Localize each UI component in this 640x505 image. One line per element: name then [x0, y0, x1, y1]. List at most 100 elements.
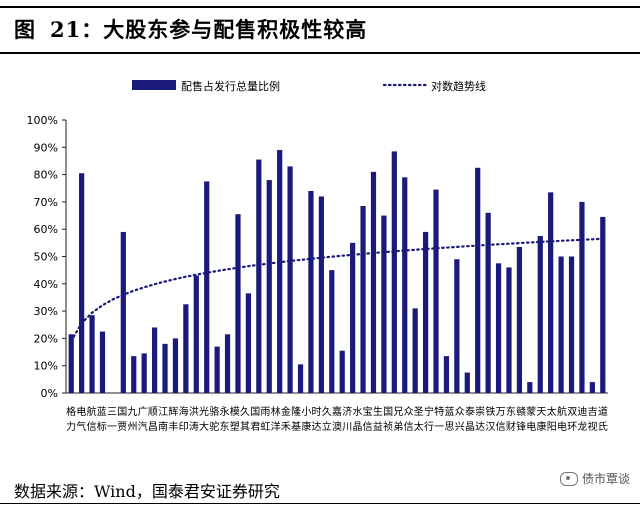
x-tick-label: 特 [434, 406, 444, 418]
x-tick-label: 视 [588, 420, 598, 433]
x-axis-labels: 格力电气航信蓝标三一国贾九州广汽顺昌江南辉丰海印洪涛光大骆驼永东模塑久其国君雨虹… [66, 405, 608, 433]
x-tick-label: 海 [179, 405, 189, 418]
x-tick-label: 国 [383, 406, 393, 418]
x-tick-label: 环 [567, 422, 577, 433]
bar [589, 382, 595, 393]
x-tick-label: 众 [404, 406, 414, 418]
x-tick-label: 电 [526, 420, 536, 433]
x-tick-label: 模 [230, 406, 240, 418]
bar [350, 242, 356, 393]
x-tick-label: 康 [537, 420, 547, 433]
bar [391, 151, 397, 393]
x-tick-label: 康 [301, 420, 311, 433]
bar [433, 189, 439, 393]
bar [475, 167, 481, 393]
bar [141, 353, 147, 393]
bar [329, 270, 335, 393]
bar [297, 364, 304, 393]
x-tick-label: 嘉 [332, 405, 342, 418]
x-tick-label: 一 [107, 422, 117, 433]
bar [224, 334, 231, 393]
x-tick-label: 氏 [598, 421, 608, 433]
bar [172, 338, 179, 393]
x-tick-label: 晶 [465, 421, 475, 433]
bar [183, 304, 189, 393]
figure-number: 21： [50, 17, 104, 42]
bar [339, 350, 345, 393]
figure-title-text: 大股东参与配售积极性较高 [103, 17, 368, 42]
y-tick-label: 100% [27, 114, 58, 127]
x-tick-label: 信 [496, 421, 506, 433]
y-tick-label: 30% [34, 305, 58, 318]
bar [318, 196, 324, 393]
bar-series [68, 150, 606, 393]
x-tick-label: 江 [158, 406, 168, 418]
y-tick-label: 60% [34, 223, 58, 236]
y-tick-label: 40% [34, 278, 58, 291]
legend: 配售占发行总量比例 对数趋势线 [132, 79, 486, 93]
x-tick-label: 吉 [588, 406, 598, 418]
y-tick-label: 50% [34, 251, 58, 264]
bar [151, 327, 158, 393]
legend-trend-label: 对数趋势线 [431, 79, 486, 93]
x-tick-label: 天 [537, 407, 547, 418]
x-tick-label: 宝 [363, 405, 373, 418]
x-tick-label: 兴 [455, 421, 465, 433]
x-tick-label: 辉 [168, 406, 178, 418]
x-tick-label: 赣 [516, 405, 526, 418]
y-tick-label: 20% [34, 332, 58, 345]
x-tick-label: 隆 [291, 405, 301, 418]
x-tick-label: 迪 [577, 406, 587, 418]
x-tick-label: 晶 [352, 421, 362, 433]
legend-bar-label: 配售占发行总量比例 [181, 79, 280, 93]
x-tick-label: 顺 [148, 406, 158, 418]
x-tick-label: 众 [455, 406, 465, 418]
bar [266, 180, 272, 393]
trend-line [70, 237, 604, 343]
bar [506, 267, 512, 393]
bar [402, 177, 408, 393]
x-tick-label: 广 [138, 406, 148, 418]
bar [548, 192, 554, 393]
x-tick-label: 虹 [260, 421, 270, 433]
x-tick-label: 永 [220, 405, 230, 418]
x-tick-label: 万 [496, 407, 506, 418]
x-tick-label: 丰 [168, 420, 178, 433]
x-tick-label: 兄 [393, 406, 403, 418]
x-tick-label: 铁 [485, 405, 495, 418]
x-tick-label: 骆 [209, 405, 219, 418]
y-tick-label: 90% [34, 141, 58, 154]
bar [527, 382, 533, 393]
bar [99, 331, 106, 393]
x-tick-label: 印 [179, 421, 189, 433]
x-tick-label: 宁 [424, 405, 434, 418]
y-tick-label: 80% [34, 169, 58, 182]
y-tick-label: 0% [41, 387, 58, 400]
x-tick-label: 道 [598, 405, 608, 418]
x-tick-label: 泰 [465, 405, 475, 418]
x-tick-label: 金 [281, 405, 291, 418]
x-tick-label: 祯 [383, 420, 393, 433]
x-tick-label: 双 [567, 406, 577, 418]
x-tick-label: 九 [127, 406, 137, 418]
x-tick-label: 小 [301, 406, 311, 418]
x-tick-label: 雨 [260, 407, 270, 418]
bar [245, 293, 252, 393]
x-tick-label: 东 [506, 405, 516, 418]
bar [464, 372, 470, 393]
wechat-icon [559, 471, 578, 486]
bar [235, 214, 241, 393]
x-tick-label: 益 [373, 420, 383, 433]
figure-title: 图 21：大股东参与配售积极性较高 [14, 14, 367, 44]
bar [422, 231, 429, 393]
x-tick-label: 标 [97, 421, 107, 433]
x-tick-label: 基 [291, 420, 301, 433]
x-tick-label: 电 [557, 420, 567, 433]
x-tick-label: 弟 [393, 421, 403, 433]
figure-label: 图 [14, 17, 36, 42]
x-tick-label: 蓝 [97, 406, 107, 418]
x-tick-label: 禾 [281, 421, 291, 433]
x-tick-label: 立 [322, 420, 332, 433]
x-tick-label: 澳 [332, 420, 342, 433]
x-tick-label: 航 [87, 405, 97, 418]
